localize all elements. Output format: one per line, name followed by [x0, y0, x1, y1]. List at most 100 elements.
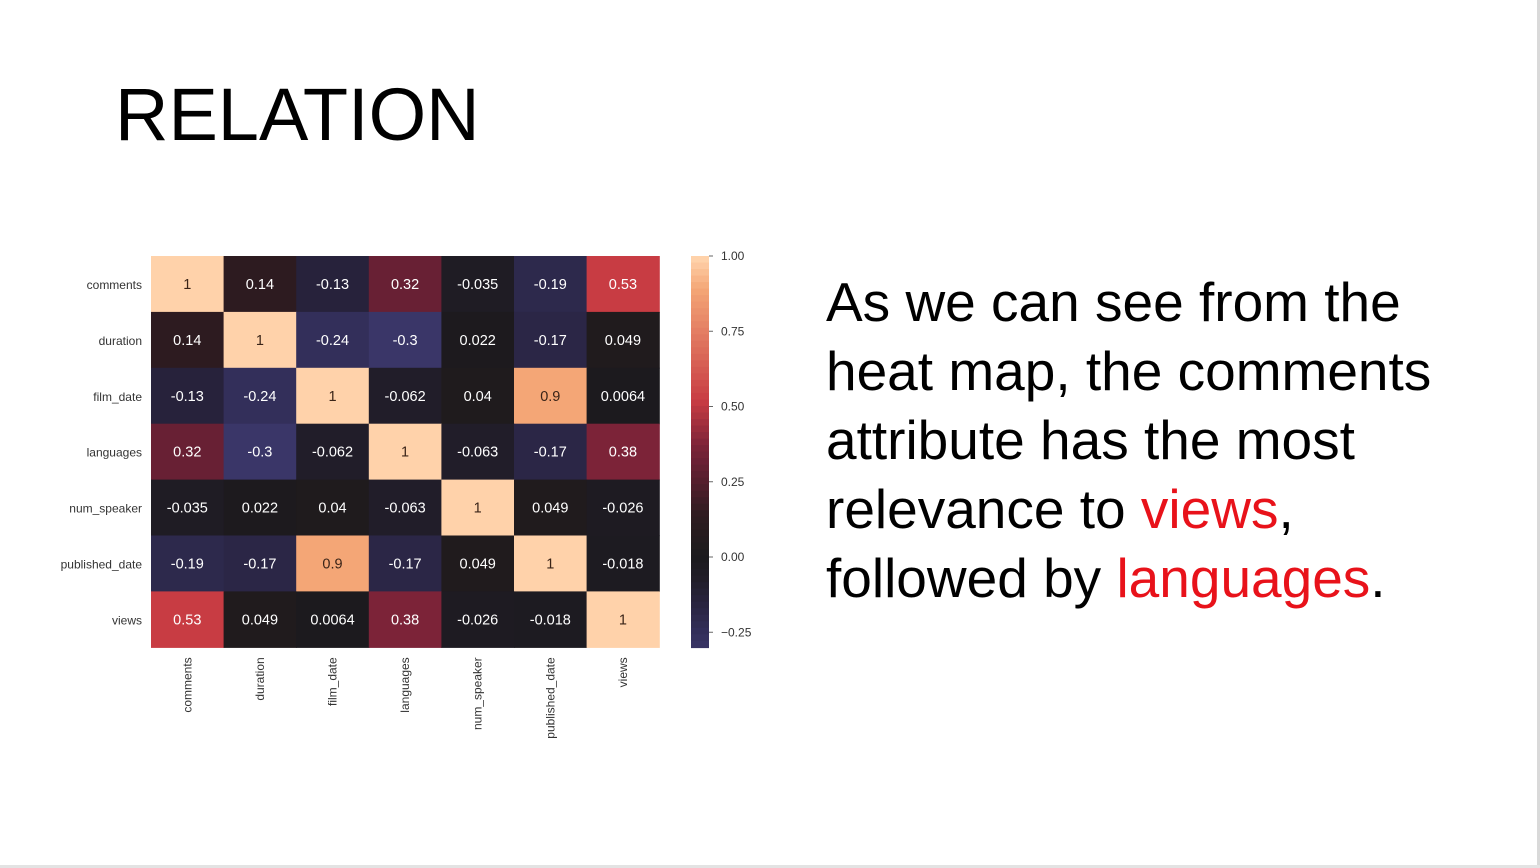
- y-tick-label: film_date: [93, 390, 142, 404]
- heatmap-cell-label: 0.049: [242, 612, 278, 628]
- colorbar-segment: [691, 334, 709, 342]
- y-tick-label: views: [112, 613, 142, 627]
- heatmap-cell-r3-c6: [586, 423, 660, 481]
- colorbar-segment: [691, 275, 709, 283]
- heatmap-cell-label: -0.062: [385, 389, 426, 405]
- heatmap-cell-label: -0.018: [602, 556, 643, 572]
- heatmap-cell-r6-c1: [223, 591, 297, 648]
- colorbar-segment: [691, 516, 709, 525]
- heatmap-cell-r6-c5: [514, 591, 588, 648]
- colorbar-segment: [691, 634, 709, 642]
- colorbar-segment: [691, 627, 709, 636]
- heatmap-cell-r3-c1: [223, 423, 297, 481]
- colorbar-segment: [691, 490, 709, 499]
- colorbar-segment: [691, 497, 709, 505]
- heatmap-cell-r2-c1: [223, 367, 297, 425]
- heatmap-cell-r1-c4: [441, 311, 515, 369]
- heatmap-cell-label: 0.53: [609, 277, 637, 293]
- heatmap-cell-label: 0.38: [609, 445, 637, 461]
- slide-edge-bottom: [0, 865, 1540, 868]
- heatmap-cell-r5-c0: [151, 535, 225, 592]
- x-tick-label: views: [616, 657, 630, 687]
- colorbar-segment: [691, 347, 709, 355]
- heatmap-cell-r1-c2: [296, 311, 370, 369]
- heatmap-cell-label: 0.022: [460, 333, 496, 349]
- colorbar-tick-label: 0.50: [721, 400, 745, 414]
- colorbar-segment: [691, 621, 709, 629]
- heatmap-cell-r5-c3: [368, 535, 442, 592]
- colorbar-segment: [691, 471, 709, 479]
- heatmap-cell-r6-c2: [296, 591, 370, 648]
- colorbar-segment: [691, 640, 709, 649]
- x-tick-label: duration: [253, 657, 267, 700]
- y-tick-label: comments: [87, 278, 142, 292]
- heatmap-cell-label: -0.062: [312, 445, 353, 461]
- colorbar-segment: [691, 477, 709, 486]
- x-tick-label: published_date: [543, 657, 557, 739]
- heatmap-cell-r2-c3: [368, 367, 442, 425]
- heatmap-cell-label: -0.035: [167, 501, 208, 517]
- colorbar-tick-label: 0.25: [721, 475, 745, 489]
- heatmap-cell-r4-c5: [514, 479, 588, 537]
- colorbar-segment: [691, 386, 709, 394]
- heatmap-cell-r2-c0: [151, 367, 225, 425]
- heatmap-cell-label: -0.063: [457, 445, 498, 461]
- heatmap-cell-r3-c5: [514, 423, 588, 481]
- heatmap-cell-r6-c3: [368, 591, 442, 648]
- heatmap-cell-label: 0.0064: [310, 612, 354, 628]
- colorbar-segment: [691, 301, 709, 309]
- heatmap-cell-r5-c5: [514, 535, 588, 592]
- colorbar-segment: [691, 445, 709, 453]
- colorbar-segment: [691, 542, 709, 551]
- heatmap-cell-label: 0.32: [391, 277, 419, 293]
- colorbar-tick-label: 0.75: [721, 324, 745, 338]
- heatmap-cell-label: 1: [328, 389, 336, 405]
- heatmap-cell-r1-c1: [223, 311, 297, 369]
- heatmap-cell-label: 0.53: [173, 612, 201, 628]
- heatmap-cell-label: -0.17: [534, 445, 567, 461]
- heatmap-cell-label: -0.17: [389, 556, 422, 572]
- heatmap-cell-label: -0.026: [602, 501, 643, 517]
- heatmap-cell-r4-c1: [223, 479, 297, 537]
- colorbar-segment: [691, 451, 709, 459]
- colorbar-segment: [691, 379, 709, 388]
- heatmap-cell-label: 1: [619, 612, 627, 628]
- heatmap-cell-label: 1: [546, 556, 554, 572]
- colorbar-segment: [691, 340, 709, 349]
- heatmap-cell-r2-c4: [441, 367, 515, 425]
- heatmap-cell-r0-c5: [514, 256, 588, 313]
- colorbar-segment: [691, 327, 709, 336]
- heatmap-cell-r4-c6: [586, 479, 660, 537]
- heatmap-cell-label: 0.38: [391, 612, 419, 628]
- x-tick-label: num_speaker: [471, 657, 485, 730]
- heatmap-cell-r6-c4: [441, 591, 515, 648]
- y-tick-label: published_date: [61, 557, 143, 571]
- heatmap-cell-label: -0.19: [171, 556, 204, 572]
- body-text-part-1: As we can see from the heat map, the com…: [826, 271, 1432, 540]
- colorbar-segment: [691, 555, 709, 564]
- colorbar-segment: [691, 419, 709, 427]
- heatmap-cell-r4-c4: [441, 479, 515, 537]
- colorbar-segment: [691, 595, 709, 603]
- y-tick-label: languages: [87, 446, 142, 460]
- colorbar-segment: [691, 588, 709, 596]
- heatmap-cell-label: 1: [474, 501, 482, 517]
- heatmap-cell-r0-c6: [586, 256, 660, 313]
- heatmap-cell-r6-c6: [586, 591, 660, 648]
- heatmap-cell-label: -0.17: [534, 333, 567, 349]
- colorbar-segment: [691, 536, 709, 544]
- x-tick-label: languages: [398, 657, 412, 712]
- x-tick-label: film_date: [326, 657, 340, 706]
- heatmap-cell-label: 1: [401, 445, 409, 461]
- highlight-languages: languages: [1116, 547, 1371, 609]
- heatmap-cell-label: -0.17: [243, 556, 276, 572]
- colorbar-segment: [691, 458, 709, 466]
- colorbar-segment: [691, 484, 709, 492]
- heatmap-cell-r2-c6: [586, 367, 660, 425]
- colorbar-segment: [691, 549, 709, 557]
- heatmap-cell-r5-c6: [586, 535, 660, 592]
- heatmap-cell-label: 0.32: [173, 445, 201, 461]
- heatmap-cell-label: 1: [256, 333, 264, 349]
- colorbar-segment: [691, 562, 709, 570]
- colorbar-segment: [691, 399, 709, 407]
